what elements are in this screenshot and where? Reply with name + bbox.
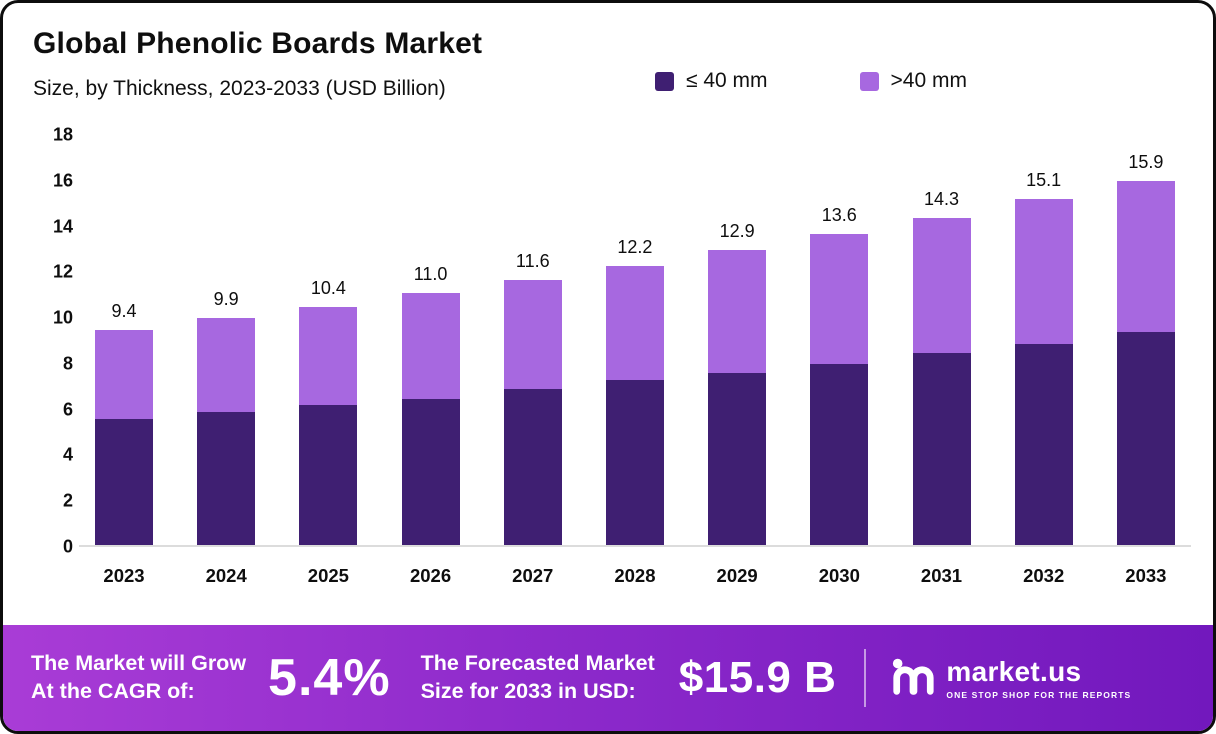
- legend-label: ≤ 40 mm: [686, 69, 768, 92]
- bar-segment-gt40mm: [299, 307, 358, 406]
- x-tick-label: 2025: [307, 565, 349, 586]
- forecast-value: $15.9 B: [678, 653, 837, 702]
- cagr-value: 5.4%: [268, 649, 391, 707]
- bar-total-label: 11.0: [413, 264, 448, 285]
- bar-total-label: 12.2: [617, 236, 653, 257]
- bar-segment-le40mm: [1116, 332, 1175, 545]
- chart: 0 2 4 6 8 10 12 14 16 18 9.4 9.9 10.4 11.0 11.6 12.2 12…: [33, 125, 1191, 587]
- bar-segment-le40mm: [810, 364, 869, 545]
- bar-2028: 12.2: [604, 237, 666, 545]
- bar-total-label: 9.9: [213, 289, 239, 310]
- x-tick-label: 2024: [205, 565, 247, 586]
- x-tick-label: 2023: [103, 565, 145, 586]
- x-tick-label: 2027: [512, 565, 554, 586]
- plot-area: 9.4 9.9 10.4 11.0 11.6 12.2 12.9 13.6 14.3 15.1 15…: [79, 135, 1191, 547]
- bar-2030: 13.6: [808, 205, 870, 545]
- x-tick-label: 2029: [716, 565, 758, 586]
- x-tick-label: 2030: [818, 565, 860, 586]
- brand-tagline: ONE STOP SHOP FOR THE REPORTS: [946, 690, 1132, 700]
- x-tick-label: 2033: [1125, 565, 1167, 586]
- bar-2033: 15.9: [1115, 152, 1177, 545]
- bar-2025: 10.4: [297, 278, 359, 545]
- bar-total-label: 12.9: [719, 220, 755, 241]
- bar-2026: 11.0: [400, 264, 462, 545]
- bar-2027: 11.6: [502, 251, 564, 545]
- y-tick-label: 2: [62, 490, 73, 511]
- bar-2023: 9.4: [93, 301, 155, 545]
- forecast-label: The Forecasted Market Size for 2033 in U…: [420, 651, 655, 703]
- bar-total-label: 14.3: [923, 188, 960, 209]
- bar-2032: 15.1: [1013, 170, 1075, 545]
- bar-total-label: 9.4: [111, 300, 137, 321]
- legend-item-le40: ≤ 40 mm: [655, 69, 768, 93]
- y-axis: 0 2 4 6 8 10 12 14 16 18: [33, 125, 79, 557]
- y-tick-label: 0: [62, 536, 73, 557]
- bar-segment-le40mm: [708, 373, 767, 545]
- bar-segment-le40mm: [299, 405, 358, 545]
- y-tick-label: 14: [52, 216, 73, 237]
- bar-segment-gt40mm: [95, 329, 153, 420]
- legend-label: >40 mm: [890, 69, 967, 92]
- bar-segment-gt40mm: [197, 318, 256, 413]
- y-tick-label: 12: [52, 261, 73, 282]
- bar-segment-le40mm: [503, 389, 562, 545]
- bar-segment-le40mm: [1014, 343, 1073, 545]
- bar-segment-gt40mm: [1116, 181, 1175, 333]
- bar-segment-gt40mm: [912, 217, 971, 353]
- bar-segment-gt40mm: [708, 249, 767, 374]
- footer-banner: The Market will Grow At the CAGR of: 5.4…: [3, 625, 1213, 731]
- bar-total-label: 15.9: [1128, 152, 1164, 173]
- cagr-label: The Market will Grow At the CAGR of:: [31, 651, 247, 703]
- chart-header: Global Phenolic Boards Market Size, by T…: [33, 27, 482, 101]
- y-tick-label: 4: [62, 444, 73, 465]
- legend: ≤ 40 mm >40 mm: [655, 69, 967, 93]
- brand-name: market.us: [946, 656, 1082, 687]
- bar-segment-gt40mm: [1014, 199, 1073, 344]
- legend-swatch: [859, 71, 879, 91]
- y-tick-label: 6: [62, 399, 73, 420]
- x-tick-label: 2031: [920, 565, 963, 586]
- y-tick-label: 16: [52, 170, 73, 191]
- bar-2031: 14.3: [911, 189, 973, 545]
- bar-segment-gt40mm: [810, 233, 869, 365]
- page-subtitle: Size, by Thickness, 2023-2033 (USD Billi…: [33, 77, 446, 100]
- y-tick-label: 10: [52, 307, 73, 328]
- bar-total-label: 13.6: [821, 204, 857, 225]
- bar-2029: 12.9: [706, 221, 768, 545]
- bar-segment-gt40mm: [503, 279, 562, 390]
- footer-divider: [864, 649, 867, 707]
- x-tick-label: 2026: [409, 565, 452, 586]
- page-title: Global Phenolic Boards Market: [33, 27, 483, 60]
- x-axis: 2023 2024 2025 2026 2027 2028 2029 2030 2031 2032…: [79, 565, 1191, 587]
- bar-segment-le40mm: [197, 412, 256, 545]
- bar-segment-gt40mm: [605, 265, 664, 381]
- bar-total-label: 10.4: [310, 278, 346, 299]
- y-tick-label: 18: [52, 124, 73, 145]
- bar-segment-gt40mm: [401, 293, 460, 399]
- x-tick-label: 2028: [614, 565, 656, 586]
- marketus-logo-icon: [890, 653, 936, 704]
- bar-segment-le40mm: [912, 352, 971, 545]
- bar-segment-le40mm: [605, 380, 664, 545]
- brand: market.us ONE STOP SHOP FOR THE REPORTS: [890, 653, 1131, 704]
- bar-segment-le40mm: [401, 398, 460, 545]
- bar-segment-le40mm: [95, 419, 153, 545]
- x-tick-label: 2032: [1023, 565, 1065, 586]
- bar-total-label: 15.1: [1026, 170, 1062, 191]
- bar-2024: 9.9: [195, 289, 257, 545]
- y-tick-label: 8: [62, 353, 73, 374]
- legend-swatch: [655, 71, 674, 91]
- legend-item-gt40: >40 mm: [859, 69, 967, 93]
- bar-total-label: 11.6: [515, 250, 550, 271]
